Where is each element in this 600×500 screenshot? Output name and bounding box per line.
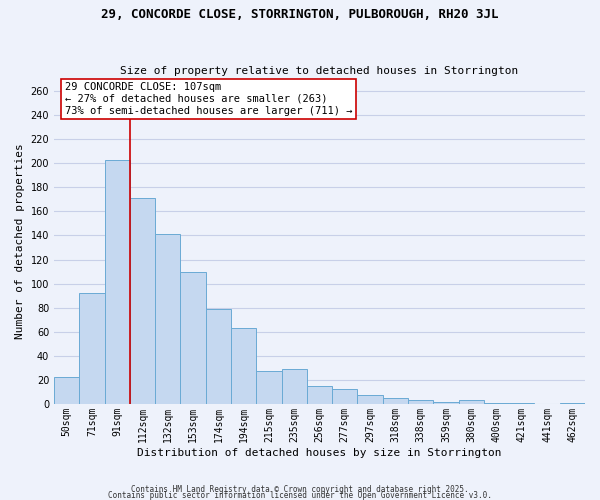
- Bar: [104, 160, 130, 404]
- Bar: [509, 402, 535, 404]
- Text: Contains public sector information licensed under the Open Government Licence v3: Contains public sector information licen…: [108, 490, 492, 500]
- Text: 29, CONCORDE CLOSE, STORRINGTON, PULBOROUGH, RH20 3JL: 29, CONCORDE CLOSE, STORRINGTON, PULBORO…: [101, 8, 499, 20]
- Bar: [458, 400, 484, 404]
- Bar: [256, 372, 281, 404]
- Bar: [560, 402, 585, 404]
- Bar: [307, 386, 332, 404]
- Bar: [281, 369, 307, 404]
- Text: Contains HM Land Registry data © Crown copyright and database right 2025.: Contains HM Land Registry data © Crown c…: [131, 485, 469, 494]
- Bar: [433, 402, 458, 404]
- Bar: [206, 309, 231, 404]
- Bar: [155, 234, 181, 404]
- Bar: [358, 396, 383, 404]
- Bar: [408, 400, 433, 404]
- Bar: [231, 328, 256, 404]
- Text: 29 CONCORDE CLOSE: 107sqm
← 27% of detached houses are smaller (263)
73% of semi: 29 CONCORDE CLOSE: 107sqm ← 27% of detac…: [65, 82, 352, 116]
- Title: Size of property relative to detached houses in Storrington: Size of property relative to detached ho…: [121, 66, 518, 76]
- Bar: [181, 272, 206, 404]
- Bar: [54, 378, 79, 404]
- Bar: [79, 293, 104, 404]
- Bar: [332, 390, 358, 404]
- Bar: [383, 398, 408, 404]
- Bar: [484, 402, 509, 404]
- Y-axis label: Number of detached properties: Number of detached properties: [15, 144, 25, 340]
- X-axis label: Distribution of detached houses by size in Storrington: Distribution of detached houses by size …: [137, 448, 502, 458]
- Bar: [130, 198, 155, 404]
